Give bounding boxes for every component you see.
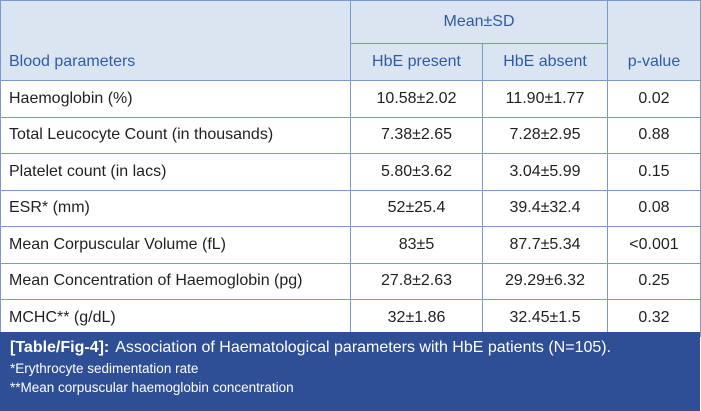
table-row: Mean Concentration of Haemoglobin (pg) 27… (0, 262, 701, 300)
table-body: Haemoglobin (%) 10.58±2.02 11.90±1.77 0.02 T… (0, 80, 701, 337)
cell: 87.7±5.34 (482, 226, 608, 264)
row-label: Platelet count (in lacs) (0, 153, 351, 191)
cell: 52±25.4 (350, 189, 483, 227)
note: *Erythrocyte sedimentation rate (10, 361, 199, 376)
cell: 7.28±2.95 (482, 116, 608, 154)
table-row: Mean Corpuscular Volume (fL) 83±5 87.7±5.3… (0, 226, 701, 264)
cell: 0.15 (607, 153, 701, 191)
group-header: Mean±SD (350, 0, 608, 44)
caption-box: [Table/Fig-4]: Association of Haematologi… (0, 332, 700, 411)
cell: 32±1.86 (350, 299, 483, 337)
cell: 0.88 (607, 116, 701, 154)
table-row: ESR* (mm) 52±25.4 39.4±32.4 0.08 (0, 189, 701, 227)
cell: 27.8±2.63 (350, 262, 483, 300)
cell: 29.29±6.32 (482, 262, 608, 300)
cell: 83±5 (350, 226, 483, 264)
table-header: Blood parameters Mean±SD p-value HbE pre… (0, 0, 701, 81)
cell: 39.4±32.4 (482, 189, 608, 227)
column-header: p-value (607, 0, 701, 81)
row-label: MCHC** (g/dL) (0, 299, 351, 337)
cell: 10.58±2.02 (350, 80, 483, 118)
row-label: Mean Corpuscular Volume (fL) (0, 226, 351, 264)
table-row: Platelet count (in lacs) 5.80±3.62 3.04±5.… (0, 153, 701, 191)
cell: 0.25 (607, 262, 701, 300)
table-row: Haemoglobin (%) 10.58±2.02 11.90±1.77 0.02 (0, 80, 701, 118)
row-label: Total Leucocyte Count (in thousands) (0, 116, 351, 154)
cell: 0.08 (607, 189, 701, 227)
caption-label: [Table/Fig-4]: (10, 339, 110, 356)
column-header: HbE present (350, 43, 483, 81)
cell: 7.38±2.65 (350, 116, 483, 154)
caption-text: Association of Haematological parameters… (115, 339, 612, 356)
row-label: Haemoglobin (%) (0, 80, 351, 118)
column-header: HbE absent (482, 43, 608, 81)
table-row: Total Leucocyte Count (in thousands) 7.38… (0, 116, 701, 154)
cell: <0.001 (607, 226, 701, 264)
cell: 0.02 (607, 80, 701, 118)
row-label: ESR* (mm) (0, 189, 351, 227)
column-header: Blood parameters (0, 0, 351, 81)
note: **Mean corpuscular haemoglobin concentra… (10, 380, 294, 395)
table-row: MCHC** (g/dL) 32±1.86 32.45±1.5 0.32 (0, 299, 701, 337)
notes: *Erythrocyte sedimentation rate **Mean co… (10, 361, 690, 395)
cell: 11.90±1.77 (482, 80, 608, 118)
cell: 32.45±1.5 (482, 299, 608, 337)
cell: 5.80±3.62 (350, 153, 483, 191)
cell: 0.32 (607, 299, 701, 337)
data-table: Blood parameters Mean±SD p-value HbE pre… (0, 0, 701, 337)
cell: 3.04±5.99 (482, 153, 608, 191)
caption: [Table/Fig-4]: Association of Haematologi… (10, 339, 690, 357)
row-label: Mean Concentration of Haemoglobin (pg) (0, 262, 351, 300)
